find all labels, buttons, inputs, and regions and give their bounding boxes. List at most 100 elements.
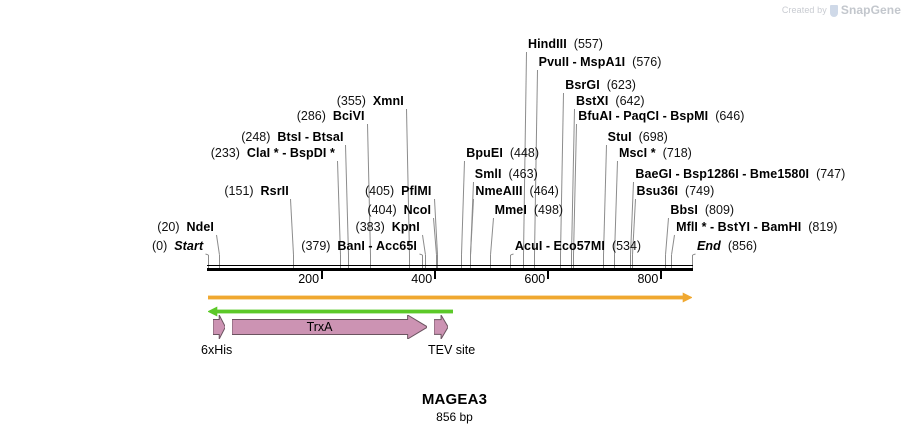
enzyme-position: (498) — [533, 203, 564, 217]
enzyme-label[interactable]: (355) XmnI — [337, 95, 404, 108]
enzyme-position: (355) — [336, 94, 366, 108]
enzyme-label[interactable]: BfuAI - PaqCI - BspMI (646) — [578, 110, 744, 123]
enzyme-position: (233) — [210, 146, 240, 160]
enzyme-separator: - — [569, 55, 581, 69]
enzyme-position: (623) — [606, 78, 636, 92]
enzyme-separator: - — [612, 109, 624, 123]
cut-site-tick — [614, 255, 615, 268]
enzyme-name: BstYI — [717, 220, 751, 234]
forward-full-track[interactable] — [208, 292, 692, 303]
cut-site-tick — [437, 255, 438, 268]
enzyme-name: BspDI * — [289, 146, 336, 160]
enzyme-position: (576) — [632, 55, 662, 69]
enzyme-label[interactable]: End (856) — [697, 240, 757, 253]
enzyme-label[interactable]: (233) ClaI * - BspDI * — [211, 147, 335, 160]
cut-site-tick — [490, 255, 491, 268]
enzyme-name: Acc65I — [376, 239, 417, 253]
enzyme-label[interactable]: SmlI (463) — [475, 168, 538, 181]
enzyme-position: (448) — [509, 146, 540, 160]
enzyme-name: NmeAIII — [475, 184, 523, 198]
enzyme-label[interactable]: Bsu36I (749) — [637, 185, 715, 198]
enzyme-position: (464) — [529, 184, 559, 198]
leader-line — [671, 234, 676, 256]
enzyme-label[interactable]: BstXI (642) — [576, 95, 645, 108]
enzyme-label[interactable]: MflI * - BstYI - BamHI (819) — [676, 221, 837, 234]
feature-arrow-trxa[interactable] — [231, 315, 428, 339]
enzyme-name: BsrGI — [565, 78, 600, 92]
enzyme-position: (819) — [808, 220, 838, 234]
leader-line — [665, 217, 670, 256]
enzyme-position: (557) — [573, 37, 603, 51]
watermark-prefix: Created by — [781, 5, 827, 15]
enzyme-label[interactable]: BaeGI - Bsp1286I - Bme1580I (747) — [635, 168, 845, 181]
ruler-tick-label: 200 — [298, 272, 320, 286]
enzyme-position: (383) — [355, 220, 385, 234]
reverse-partial-track[interactable] — [208, 306, 453, 317]
enzyme-name: BamHI — [761, 220, 802, 234]
watermark-brand: SnapGene — [840, 3, 901, 17]
ruler-tick-label: 400 — [411, 272, 433, 286]
enzyme-name: HindIII — [527, 37, 567, 51]
cut-site-tick — [665, 255, 666, 268]
enzyme-label[interactable]: (404) NcoI — [367, 204, 431, 217]
enzyme-label[interactable]: (286) BciVI — [297, 110, 365, 123]
enzyme-name: MspA1I — [580, 55, 626, 69]
leader-line — [216, 234, 221, 256]
enzyme-name: MmeI — [494, 203, 527, 217]
enzyme-label[interactable]: PvuII - MspA1I (576) — [539, 56, 662, 69]
feature-arrow-tev-site[interactable] — [434, 315, 449, 339]
enzyme-separator: - — [738, 167, 750, 181]
leader-line — [461, 160, 466, 256]
enzyme-name: PflMI — [401, 184, 432, 198]
enzyme-label[interactable]: (383) KpnI — [356, 221, 420, 234]
enzyme-label[interactable]: BbsI (809) — [670, 204, 734, 217]
enzyme-name: BciVI — [332, 109, 365, 123]
snapgene-watermark: Created by SnapGene — [782, 3, 901, 17]
leader-line — [489, 217, 494, 256]
enzyme-name: BtsI — [277, 130, 302, 144]
enzyme-name: Bsp1286I — [683, 167, 739, 181]
enzyme-label[interactable]: NmeAIII (464) — [475, 185, 558, 198]
enzyme-label[interactable]: HindIII (557) — [528, 38, 603, 51]
feature-arrow-6xhis[interactable] — [212, 315, 225, 339]
enzyme-label[interactable]: (379) BanI - Acc65I — [301, 240, 417, 253]
cut-site-tick — [510, 255, 511, 268]
cut-site-tick — [219, 255, 220, 268]
enzyme-label[interactable]: MmeI (498) — [495, 204, 564, 217]
cut-site-tick — [632, 255, 633, 268]
enzyme-label[interactable]: BsrGI (623) — [565, 79, 636, 92]
ruler-tick — [547, 271, 550, 279]
enzyme-name: StuI — [607, 130, 632, 144]
enzyme-position: (463) — [508, 167, 538, 181]
leader-line — [290, 198, 295, 256]
enzyme-separator: - — [659, 109, 671, 123]
enzyme-label[interactable]: (0) Start — [152, 240, 203, 253]
enzyme-label[interactable]: MscI * (718) — [619, 147, 692, 160]
enzyme-label[interactable]: (151) RsrII — [224, 185, 288, 198]
ruler-tick — [434, 271, 437, 279]
enzyme-label[interactable]: StuI (698) — [608, 131, 668, 144]
cut-site-tick — [671, 255, 672, 268]
enzyme-label[interactable]: (248) BtsI - BtsaI — [241, 131, 343, 144]
enzyme-label[interactable]: BpuEI (448) — [466, 147, 539, 160]
cut-site-tick — [571, 255, 572, 268]
enzyme-separator: - — [278, 146, 290, 160]
cut-site-tick — [534, 255, 535, 268]
enzyme-label[interactable]: (405) PflMI — [365, 185, 432, 198]
enzyme-name: RsrII — [260, 184, 289, 198]
enzyme-label[interactable]: (20) NdeI — [157, 221, 214, 234]
feature-inline-name: TrxA — [306, 320, 333, 334]
enzyme-label[interactable]: AcuI - Eco57MI (534) — [515, 240, 641, 253]
enzyme-name: SmlI — [474, 167, 502, 181]
enzyme-position: (698) — [638, 130, 668, 144]
ruler-tick — [660, 271, 663, 279]
enzyme-position: (0) — [152, 239, 168, 253]
cut-site-tick — [422, 255, 423, 268]
cut-site-tick — [630, 255, 631, 268]
enzyme-name: Bsu36I — [636, 184, 679, 198]
ruler-tick-label: 600 — [524, 272, 546, 286]
feature-label: TEV site — [428, 343, 476, 357]
ruler-hairline — [207, 265, 693, 266]
enzyme-separator: - — [672, 167, 684, 181]
cut-site-tick — [293, 255, 294, 268]
